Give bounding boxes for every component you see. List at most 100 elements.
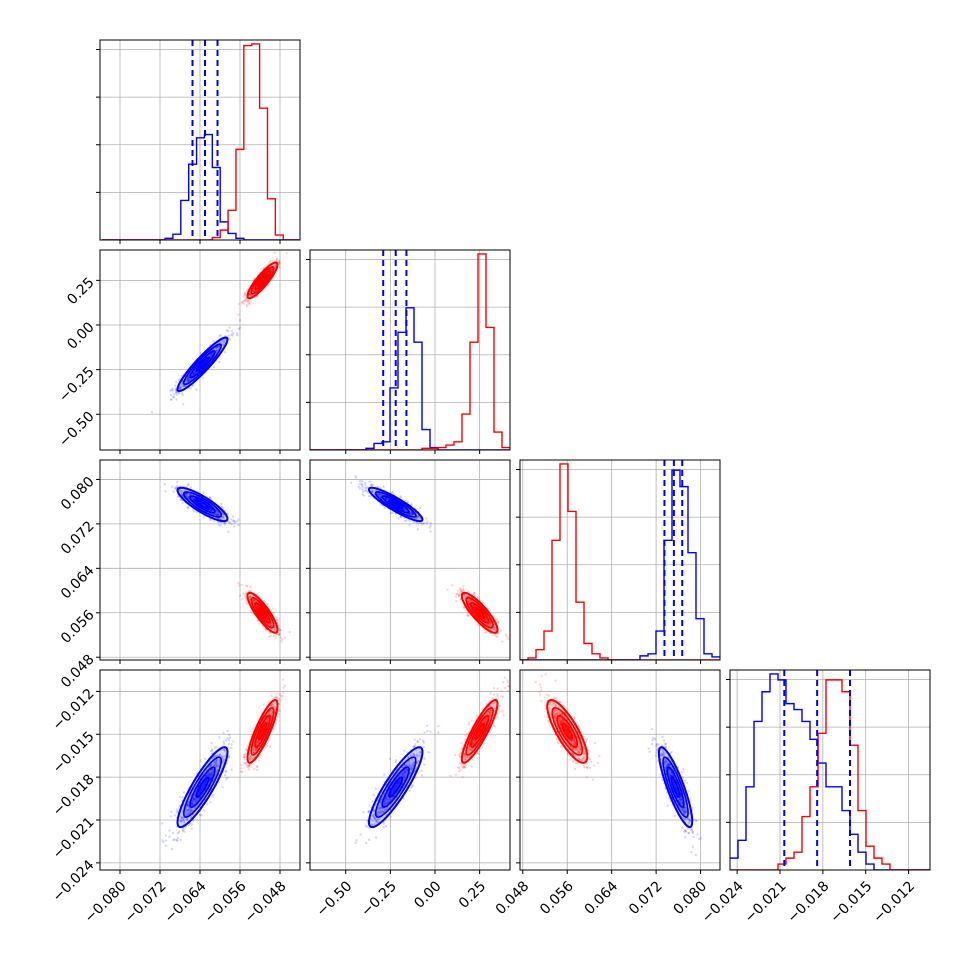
scatter-point xyxy=(176,495,179,499)
scatter-point xyxy=(390,491,393,494)
scatter-point xyxy=(216,513,220,516)
scatter-point xyxy=(403,508,407,512)
scatter-point xyxy=(217,345,220,349)
scatter-point xyxy=(237,518,240,521)
scatter-point xyxy=(256,284,259,288)
scatter-point xyxy=(410,512,413,515)
scatter-point xyxy=(469,599,472,602)
scatter-point xyxy=(469,599,473,602)
scatter-point xyxy=(180,492,184,495)
scatter-point xyxy=(187,803,190,806)
scatter-point xyxy=(245,303,249,307)
scatter-point xyxy=(187,379,190,382)
scatter-point xyxy=(399,495,402,498)
scatter-point xyxy=(493,627,496,631)
scatter-point xyxy=(269,268,273,271)
scatter-point xyxy=(466,590,470,593)
scatter-point xyxy=(180,381,184,385)
scatter-point xyxy=(187,493,190,496)
scatter-point xyxy=(376,492,379,495)
scatter-point xyxy=(371,488,374,492)
scatter-point xyxy=(170,388,173,392)
scatter-point xyxy=(223,350,227,354)
scatter-point xyxy=(425,522,428,525)
scatter-point xyxy=(459,591,463,594)
scatter-point xyxy=(221,515,224,519)
scatter-point xyxy=(264,627,267,631)
scatter-point xyxy=(224,521,227,524)
scatter-point xyxy=(164,834,168,837)
scatter-point xyxy=(488,622,492,626)
scatter-point xyxy=(209,508,212,512)
scatter-point xyxy=(174,387,177,390)
panel-frame xyxy=(309,459,511,661)
scatter-point xyxy=(208,773,212,777)
scatter-point xyxy=(212,340,215,343)
scatter-point xyxy=(216,513,219,517)
scatter-point xyxy=(199,352,203,355)
scatter-point xyxy=(180,817,184,820)
scatter-point xyxy=(184,826,187,829)
scatter-point xyxy=(496,620,500,623)
scatter-point xyxy=(275,633,278,636)
scatter-point xyxy=(242,592,245,595)
scatter-point xyxy=(474,604,477,608)
scatter-point xyxy=(244,296,247,300)
scatter-point xyxy=(225,770,228,774)
scatter-point xyxy=(236,333,239,337)
scatter-point xyxy=(391,511,394,515)
scatter-point xyxy=(455,599,458,603)
scatter-point xyxy=(184,492,187,496)
scatter-point xyxy=(180,392,184,395)
scatter-point xyxy=(194,497,198,501)
scatter-point xyxy=(182,818,185,822)
scatter-point xyxy=(249,293,253,297)
scatter-point xyxy=(215,759,218,763)
scatter-point xyxy=(194,497,197,501)
scatter-point xyxy=(488,623,491,627)
scatter-point xyxy=(248,294,252,297)
scatter-point xyxy=(270,269,273,272)
scatter-point xyxy=(247,300,250,303)
scatter-point xyxy=(252,599,256,603)
scatter-point xyxy=(488,622,491,626)
scatter-point xyxy=(271,259,275,262)
scatter-point xyxy=(376,485,380,489)
scatter-point xyxy=(210,353,213,356)
scatter-point xyxy=(273,263,276,267)
scatter-point xyxy=(253,598,256,602)
scatter-point xyxy=(462,605,465,609)
scatter-point xyxy=(469,599,473,602)
scatter-point xyxy=(174,384,177,387)
panel-frame xyxy=(99,249,301,451)
scatter-point xyxy=(461,588,465,591)
scatter-point xyxy=(467,602,471,606)
scatter-point xyxy=(191,497,195,501)
scatter-point xyxy=(178,387,181,391)
panel-frame xyxy=(729,669,931,871)
scatter-point xyxy=(266,272,270,275)
histogram-panel-3 xyxy=(516,459,721,664)
scatter-point xyxy=(397,517,400,520)
scatter-point xyxy=(416,516,419,520)
scatter-point xyxy=(499,629,503,632)
scatter-point xyxy=(190,803,193,806)
scatter-point xyxy=(278,633,281,637)
scatter-point xyxy=(194,388,198,391)
scatter-point xyxy=(191,497,195,501)
scatter-point xyxy=(473,592,476,595)
scatter-points xyxy=(163,480,291,643)
scatter-point xyxy=(189,387,192,390)
scatter-point xyxy=(194,371,197,375)
scatter-point xyxy=(216,348,219,352)
scatter-point xyxy=(168,835,171,838)
scatter-point xyxy=(227,756,230,759)
scatter-point xyxy=(271,611,274,614)
scatter-point xyxy=(248,595,252,599)
scatter-point xyxy=(483,618,487,621)
scatter-point xyxy=(272,628,275,631)
scatter-point xyxy=(186,802,190,805)
scatter-point xyxy=(230,518,233,521)
scatter-point xyxy=(465,595,468,598)
scatter-point xyxy=(186,379,190,383)
